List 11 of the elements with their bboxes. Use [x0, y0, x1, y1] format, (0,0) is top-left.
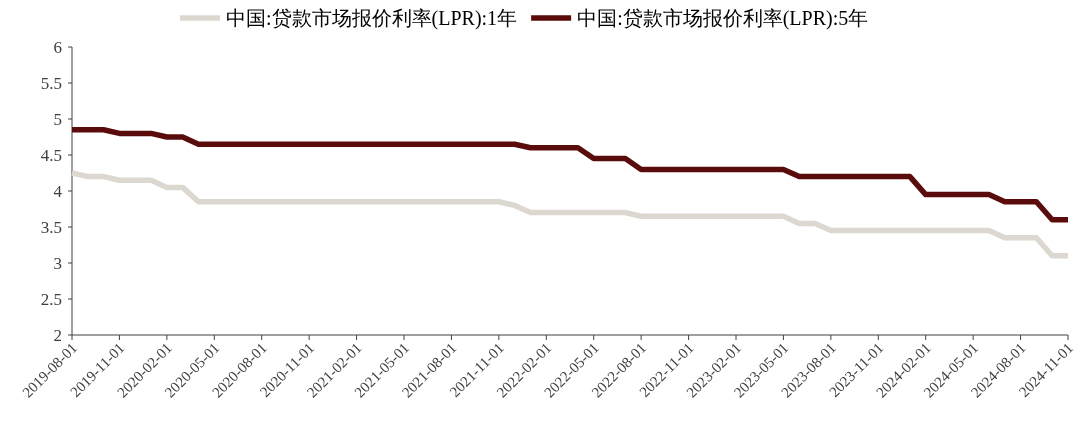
- y-tick-label: 4.5: [40, 146, 62, 165]
- y-tick-label: 5: [53, 110, 62, 129]
- y-tick-label: 5.5: [40, 74, 62, 93]
- y-tick-label: 2.5: [40, 290, 62, 309]
- legend-label: 中国:贷款市场报价利率(LPR):1年: [226, 7, 518, 30]
- legend-label: 中国:贷款市场报价利率(LPR):5年: [577, 7, 869, 30]
- y-tick-label: 3: [53, 254, 62, 273]
- y-tick-label: 4: [53, 182, 63, 201]
- y-tick-label: 2: [53, 326, 62, 345]
- y-tick-label: 3.5: [40, 218, 62, 237]
- y-tick-label: 6: [53, 38, 62, 57]
